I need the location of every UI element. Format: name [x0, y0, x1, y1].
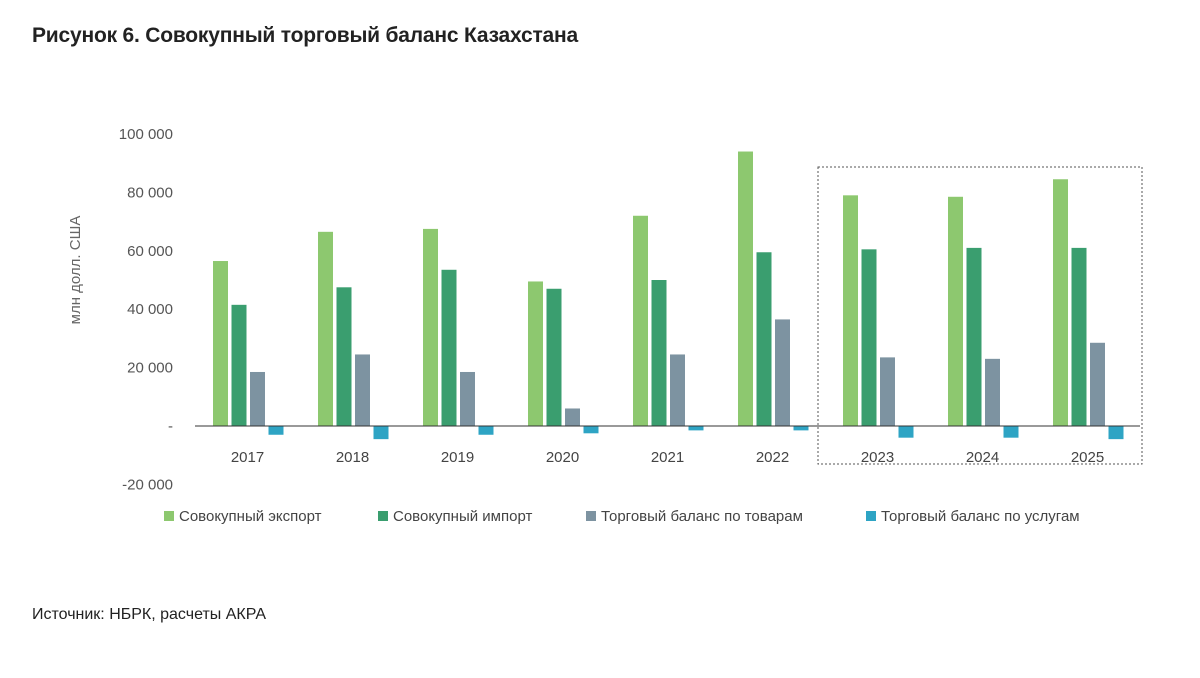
legend-swatch	[378, 511, 388, 521]
bar-3-2023	[880, 357, 895, 426]
bar-1-2025	[1053, 179, 1068, 426]
x-tick-label: 2019	[441, 449, 474, 466]
bar-4-2023	[898, 426, 914, 438]
bar-4-2020	[583, 426, 599, 434]
bar-4-2019	[478, 426, 494, 435]
x-tick-label: 2024	[966, 449, 999, 466]
bar-4-2018	[373, 426, 389, 440]
bar-1-2019	[423, 228, 438, 426]
forecast-highlight-rect	[817, 166, 1143, 465]
bar-4-2024	[1003, 426, 1019, 438]
bar-3-2021	[670, 354, 685, 426]
figure-title: Рисунок 6. Совокупный торговый баланс Ка…	[32, 24, 578, 47]
x-tick-label: 2025	[1071, 449, 1104, 466]
x-axis: 2017 2018 2019 2020 2021 2022 2023 2024 2025	[231, 449, 1104, 466]
bar-1-2023	[843, 195, 858, 426]
bar-2-2023	[861, 249, 877, 426]
x-tick-label: 2022	[756, 449, 789, 466]
bar-3-2017	[250, 371, 265, 426]
bar-2-2021	[651, 280, 667, 426]
bars-layer	[213, 151, 1124, 440]
bar-4-2017	[268, 426, 284, 435]
bar-2-2022	[756, 252, 772, 426]
y-tick-label: -	[168, 418, 173, 435]
bar-1-2022	[738, 151, 753, 426]
x-tick-label: 2018	[336, 449, 369, 466]
bar-2-2025	[1071, 247, 1087, 426]
bar-4-2021	[688, 426, 704, 431]
x-tick-label: 2021	[651, 449, 684, 466]
bar-2-2017	[231, 304, 247, 426]
bar-3-2019	[460, 371, 475, 426]
legend-swatch	[586, 511, 596, 521]
bar-2-2019	[441, 269, 457, 426]
bar-4-2022	[793, 426, 809, 431]
bar-2-2018	[336, 287, 352, 426]
legend-label: Совокупный импорт	[393, 508, 532, 525]
bar-1-2024	[948, 196, 963, 426]
source-note: Источник: НБРК, расчеты АКРА	[32, 606, 266, 623]
bar-2-2020	[546, 288, 562, 426]
y-axis-label: млн долл. США	[67, 216, 84, 325]
bar-3-2024	[985, 358, 1000, 426]
bar-1-2021	[633, 215, 648, 426]
bar-3-2022	[775, 319, 790, 426]
y-tick-label: 20 000	[127, 360, 173, 377]
legend-swatch	[866, 511, 876, 521]
bar-2-2024	[966, 247, 982, 426]
bar-1-2018	[318, 231, 333, 426]
bar-3-2025	[1090, 342, 1105, 426]
legend-swatch	[164, 511, 174, 521]
bar-4-2025	[1108, 426, 1124, 440]
y-tick-label: 40 000	[127, 301, 173, 318]
bar-3-2018	[355, 354, 370, 426]
y-tick-label: 60 000	[127, 243, 173, 260]
legend-label: Торговый баланс по услугам	[881, 508, 1080, 525]
x-tick-label: 2023	[861, 449, 894, 466]
legend-label: Торговый баланс по товарам	[601, 508, 803, 525]
bar-1-2020	[528, 281, 543, 426]
bar-1-2017	[213, 261, 228, 426]
y-tick-label: 80 000	[127, 184, 173, 201]
y-tick-label: -20 000	[122, 476, 173, 493]
y-tick-label: 100 000	[119, 126, 173, 143]
bar-3-2020	[565, 408, 580, 426]
legend: Совокупный экспорт Совокупный импорт Торго…	[164, 508, 1080, 525]
forecast-highlight-box	[817, 166, 1143, 465]
x-tick-label: 2017	[231, 449, 264, 466]
legend-label: Совокупный экспорт	[179, 508, 322, 525]
x-tick-label: 2020	[546, 449, 579, 466]
